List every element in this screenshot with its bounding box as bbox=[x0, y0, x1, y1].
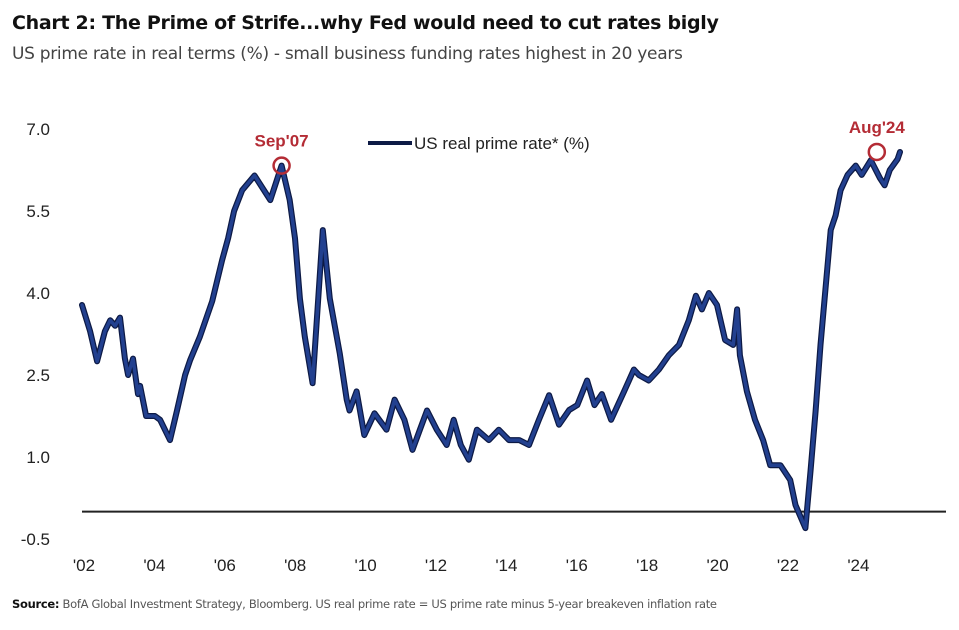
annotation-marker bbox=[867, 142, 887, 162]
x-tick-label: '02 bbox=[73, 556, 95, 575]
source-label: Source: bbox=[12, 597, 60, 611]
series-line-outline bbox=[79, 149, 903, 532]
legend-label: US real prime rate* (%) bbox=[414, 134, 590, 153]
x-tick-label: '12 bbox=[425, 556, 447, 575]
annotation-marker bbox=[272, 156, 291, 175]
annotations: Sep'07 Aug'24 bbox=[255, 118, 906, 175]
x-tick-label: '04 bbox=[143, 556, 165, 575]
chart-title: Chart 2: The Prime of Strife...why Fed w… bbox=[12, 12, 719, 34]
x-tick-label: '22 bbox=[777, 556, 799, 575]
x-tick-label: '24 bbox=[847, 556, 869, 575]
x-tick-label: '16 bbox=[566, 556, 588, 575]
x-tick-label: '20 bbox=[707, 556, 729, 575]
x-tick-label: '10 bbox=[355, 556, 377, 575]
y-tick-label: 1.0 bbox=[26, 448, 50, 467]
x-tick-label: '06 bbox=[214, 556, 236, 575]
y-axis: 7.0 5.5 4.0 2.5 1.0 -0.5 bbox=[21, 120, 50, 549]
x-tick-label: '18 bbox=[636, 556, 658, 575]
legend: US real prime rate* (%) bbox=[368, 134, 590, 153]
x-tick-label: '14 bbox=[495, 556, 517, 575]
annotation-label: Sep'07 bbox=[255, 132, 309, 151]
series-line bbox=[80, 150, 902, 530]
x-axis: '02 '04 '06 '08 '10 '12 '14 '16 '18 '20 '22 '24 bbox=[73, 556, 870, 575]
source-text: BofA Global Investment Strategy, Bloombe… bbox=[59, 597, 717, 611]
x-tick-label: '08 bbox=[284, 556, 306, 575]
chart-subtitle: US prime rate in real terms (%) - small … bbox=[12, 44, 683, 64]
source-note: Source: BofA Global Investment Strategy,… bbox=[12, 597, 717, 611]
y-tick-label: 7.0 bbox=[26, 120, 50, 139]
series-group bbox=[79, 149, 903, 532]
y-tick-label: 4.0 bbox=[26, 284, 50, 303]
y-tick-label: 2.5 bbox=[26, 366, 50, 385]
y-tick-label: 5.5 bbox=[26, 202, 50, 221]
y-tick-label: -0.5 bbox=[21, 530, 50, 549]
annotation-label: Aug'24 bbox=[849, 118, 906, 137]
